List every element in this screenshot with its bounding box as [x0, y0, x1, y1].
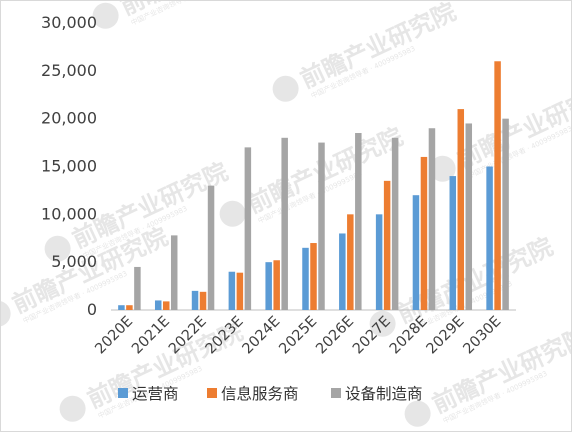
bar-3 [207, 185, 215, 310]
watermark-logo-icon [272, 75, 299, 102]
bar-1 [154, 300, 162, 310]
legend: 运营商 信息服务商 设备制造商 [118, 385, 423, 403]
bar-3 [428, 128, 436, 310]
legend-label: 运营商 [132, 385, 179, 403]
x-tick-label: 2020E [92, 314, 136, 358]
watermark-logo-icon [369, 310, 396, 337]
watermark-logo-icon [59, 395, 86, 422]
bar-2 [273, 260, 280, 310]
bar-3 [391, 137, 399, 310]
watermark-text: 前瞻产业研究院 [296, 1, 460, 94]
bar-1 [228, 271, 236, 310]
bar-1 [191, 290, 199, 310]
legend-swatch [207, 388, 217, 398]
bar-1 [265, 262, 272, 310]
bar-2 [199, 291, 207, 310]
bar-3 [318, 142, 325, 310]
bar-1 [412, 195, 420, 310]
watermark-logo-icon [44, 235, 71, 262]
bar-1 [339, 233, 346, 310]
bar-2 [126, 305, 133, 310]
bar-2 [420, 156, 428, 310]
bar-2 [162, 301, 170, 310]
legend-swatch [118, 388, 128, 398]
bar-3 [502, 118, 509, 311]
watermark-logo-icon [92, 2, 119, 29]
bar-3 [355, 133, 362, 310]
bar-2 [347, 214, 354, 310]
y-tick-label: 25,000 [41, 61, 97, 80]
bar-2 [494, 61, 501, 311]
bar-2 [310, 243, 317, 310]
y-tick-label: 15,000 [41, 157, 97, 176]
bar-3 [134, 266, 141, 310]
legend-label: 设备制造商 [345, 385, 423, 403]
bar-1 [302, 247, 309, 310]
legend-swatch [331, 388, 341, 398]
bar-1 [486, 166, 493, 310]
x-tick-label: 2024E [240, 314, 284, 358]
x-tick-label: 2030E [461, 314, 505, 358]
watermark-logo-icon [219, 200, 246, 227]
y-tick-label: 5,000 [51, 252, 97, 271]
bar-3 [170, 235, 178, 310]
bar-2 [236, 272, 244, 310]
bar-1 [118, 305, 125, 310]
x-tick-label: 2025E [276, 314, 320, 358]
y-tick-label: 10,000 [41, 204, 97, 223]
x-tick-label: 2026E [313, 314, 357, 358]
y-tick-label: 30,000 [41, 13, 97, 32]
bar-2 [457, 109, 465, 310]
bar-3 [281, 137, 288, 310]
watermark-text: 前瞻产业研究院 [243, 122, 407, 218]
bar-1 [449, 176, 457, 310]
bar-2 [383, 180, 391, 310]
watermark-logo-icon [1, 300, 11, 327]
bar-1 [375, 214, 383, 310]
y-tick-label: 20,000 [41, 109, 97, 128]
bar-3 [465, 123, 473, 310]
y-tick-label: 0 [87, 300, 97, 319]
watermark-logo-icon [404, 400, 431, 427]
legend-label: 信息服务商 [221, 385, 299, 403]
bar-3 [244, 147, 252, 310]
watermark-logo-icon [429, 155, 456, 182]
